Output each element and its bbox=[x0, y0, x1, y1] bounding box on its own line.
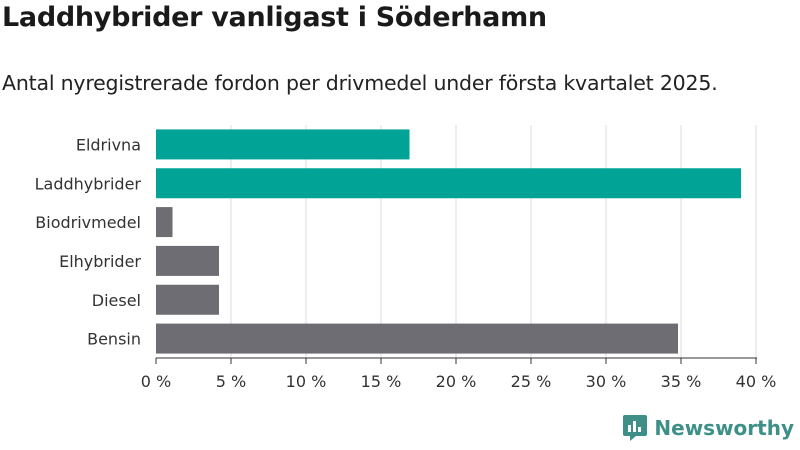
chart-subtitle: Antal nyregistrerade fordon per drivmede… bbox=[2, 71, 718, 95]
bar-biodrivmedel bbox=[156, 207, 173, 238]
brand-logo: Newsworthy bbox=[622, 414, 794, 442]
category-label: Biodrivmedel bbox=[35, 213, 141, 232]
x-tick-label: 30 % bbox=[586, 372, 627, 391]
bar-bensin bbox=[156, 323, 678, 354]
bar-diesel bbox=[156, 284, 219, 315]
x-tick-label: 10 % bbox=[286, 372, 327, 391]
category-label: Elhybrider bbox=[59, 252, 141, 271]
bar-eldrivna bbox=[156, 129, 410, 160]
x-tick-label: 5 % bbox=[216, 372, 246, 391]
x-tick-label: 20 % bbox=[436, 372, 477, 391]
x-tick-label: 0 % bbox=[141, 372, 171, 391]
category-label: Laddhybrider bbox=[35, 174, 142, 193]
newsworthy-logo-icon bbox=[623, 415, 648, 441]
x-tick-label: 40 % bbox=[736, 372, 777, 391]
x-tick-label: 25 % bbox=[511, 372, 552, 391]
bar-elhybrider bbox=[156, 245, 219, 276]
category-label: Eldrivna bbox=[76, 135, 141, 154]
bar-laddhybrider bbox=[156, 168, 741, 199]
x-tick-label: 35 % bbox=[661, 372, 702, 391]
x-tick-label: 15 % bbox=[361, 372, 402, 391]
chart-title: Laddhybrider vanligast i Söderhamn bbox=[2, 2, 547, 33]
category-label: Bensin bbox=[87, 330, 141, 349]
brand-name: Newsworthy bbox=[654, 416, 794, 440]
category-label: Diesel bbox=[92, 291, 141, 310]
